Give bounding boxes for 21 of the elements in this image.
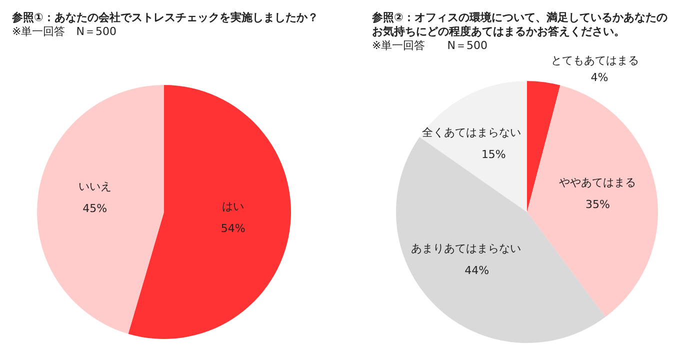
data-label: 15% [481, 148, 506, 162]
chart-title: 参照①：あなたの会社でストレスチェックを実施しましたか？ [11, 11, 318, 24]
slice-label: いいえ [78, 180, 112, 194]
data-label: 35% [585, 198, 610, 212]
data-label: 4% [590, 71, 608, 84]
pie-slice [128, 85, 291, 339]
pie-slice [527, 81, 560, 212]
slice-label: とてもあてはまる [550, 54, 639, 68]
pie-slice [420, 81, 527, 212]
slice-label: ややあてはまる [559, 176, 636, 190]
chart-title: 参照②：オフィスの環境について、満足しているかあなたのお気持ちにどの程度あてはまるかお答えください。 [371, 11, 668, 38]
slice-label: 全くあてはまらない [422, 126, 521, 140]
data-label: 45% [82, 202, 108, 216]
chart-subtitle: ※単一回答 N＝500 [372, 39, 488, 52]
data-label: 44% [464, 264, 490, 277]
slice-label: あまりあてはまらない [411, 242, 521, 255]
pie-slice [527, 85, 658, 317]
slice-label: はい [222, 200, 244, 213]
pie-slice [37, 85, 164, 334]
chart-subtitle: ※単一回答 N＝500 [12, 25, 116, 38]
data-label: 54% [220, 222, 246, 235]
